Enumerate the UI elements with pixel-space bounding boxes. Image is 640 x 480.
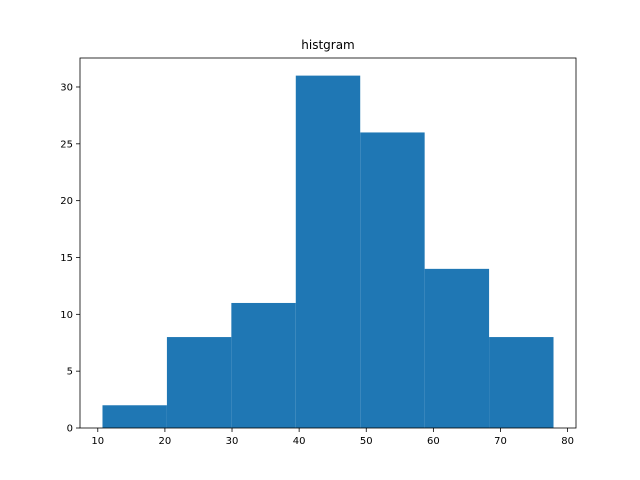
plot-frame [79, 57, 577, 429]
y-tick-label-2: 10 [60, 310, 73, 321]
x-tick-label-4: 50 [360, 436, 373, 447]
y-axis: 0 5 10 15 20 25 30 [60, 82, 80, 435]
y-tick-label-5: 25 [60, 139, 73, 150]
histogram-bar-5 [424, 268, 490, 428]
bars-group [102, 75, 554, 428]
y-tick-label-6: 30 [60, 82, 73, 93]
x-tick-label-3: 40 [293, 436, 306, 447]
x-tick-label-6: 70 [494, 436, 507, 447]
x-axis: 10 20 30 40 50 60 70 80 [91, 428, 574, 447]
x-tick-label-7: 80 [561, 436, 574, 447]
y-tick-label-1: 5 [67, 367, 73, 378]
histogram-bar-4 [360, 132, 425, 428]
histogram-bar-3 [295, 75, 361, 428]
y-tick-label-0: 0 [67, 424, 73, 435]
x-tick-label-1: 20 [159, 436, 172, 447]
x-tick-label-5: 60 [427, 436, 440, 447]
x-tick-label-2: 30 [226, 436, 239, 447]
x-tick-label-0: 10 [91, 436, 104, 447]
histogram-bar-0 [102, 405, 167, 428]
chart-title: histgram [301, 38, 355, 52]
histogram-bar-6 [489, 337, 554, 428]
histogram-bar-2 [231, 302, 296, 428]
y-tick-label-4: 20 [60, 196, 73, 207]
histogram-bar-1 [166, 337, 232, 428]
y-tick-label-3: 15 [60, 253, 73, 264]
